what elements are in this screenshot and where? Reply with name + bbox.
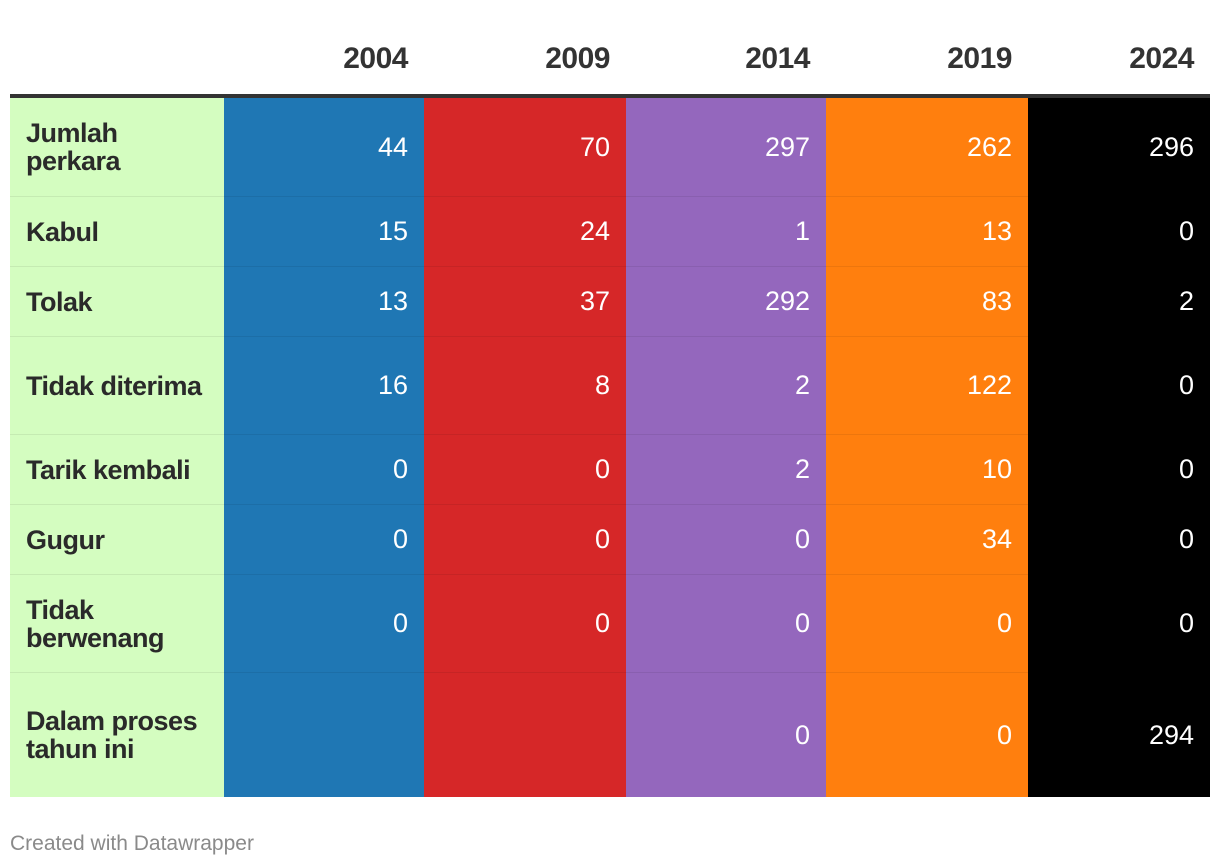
row-label-kabul: Kabul [10,196,224,266]
table-row: Gugur 0 0 0 34 0 [10,504,1210,574]
row-label-dalam-proses-tahun-ini: Dalam proses tahun ini [10,672,224,797]
value-cell-2024: 0 [1028,336,1210,434]
value-cell-2014: 297 [626,98,826,196]
value-cell-2014: 1 [626,196,826,266]
table-row: Dalam proses tahun ini 0 0 294 [10,672,1210,797]
value-cell-2024: 2 [1028,266,1210,336]
header-year-2004: 2004 [343,42,408,75]
value-cell-2019: 13 [826,196,1028,266]
value-cell-2004: 15 [224,196,424,266]
value-cell-2024: 0 [1028,574,1210,672]
value-cell-2009: 0 [424,504,626,574]
data-table: 2004 2009 2014 2019 2024 Jumlah perkara 4… [10,0,1210,797]
value-cell-2014: 0 [626,574,826,672]
value-cell-2004: 0 [224,504,424,574]
value-cell-2009: 24 [424,196,626,266]
value-cell-2004: 44 [224,98,424,196]
header-year-2019: 2019 [947,42,1012,75]
value-cell-2009: 8 [424,336,626,434]
value-cell-2009: 37 [424,266,626,336]
value-cell-2019: 34 [826,504,1028,574]
value-cell-2019: 262 [826,98,1028,196]
header-empty-cell [10,0,224,94]
value-cell-2024: 0 [1028,504,1210,574]
table-row: Tidak berwenang 0 0 0 0 0 [10,574,1210,672]
table-header-row: 2004 2009 2014 2019 2024 [10,0,1210,98]
row-label-tarik-kembali: Tarik kembali [10,434,224,504]
value-cell-2014: 2 [626,336,826,434]
row-label-tolak: Tolak [10,266,224,336]
value-cell-2004: 0 [224,574,424,672]
header-year-2014: 2014 [745,42,810,75]
value-cell-2019: 83 [826,266,1028,336]
table-body: Jumlah perkara 44 70 297 262 296 Kabul 15 24 1 13 0… [10,98,1210,797]
value-cell-2004 [224,672,424,797]
value-cell-2004: 0 [224,434,424,504]
table-row: Tolak 13 37 292 83 2 [10,266,1210,336]
header-year-2024: 2024 [1129,42,1194,75]
table-row: Jumlah perkara 44 70 297 262 296 [10,98,1210,196]
table-row: Tarik kembali 0 0 2 10 0 [10,434,1210,504]
value-cell-2009: 0 [424,434,626,504]
value-cell-2014: 0 [626,672,826,797]
value-cell-2019: 10 [826,434,1028,504]
value-cell-2024: 294 [1028,672,1210,797]
value-cell-2024: 296 [1028,98,1210,196]
value-cell-2009 [424,672,626,797]
row-label-tidak-diterima: Tidak diterima [10,336,224,434]
value-cell-2024: 0 [1028,434,1210,504]
value-cell-2004: 16 [224,336,424,434]
row-label-jumlah-perkara: Jumlah perkara [10,98,224,196]
value-cell-2014: 2 [626,434,826,504]
value-cell-2009: 0 [424,574,626,672]
row-label-gugur: Gugur [10,504,224,574]
value-cell-2024: 0 [1028,196,1210,266]
value-cell-2014: 0 [626,504,826,574]
value-cell-2019: 0 [826,672,1028,797]
value-cell-2004: 13 [224,266,424,336]
value-cell-2009: 70 [424,98,626,196]
value-cell-2014: 292 [626,266,826,336]
row-label-tidak-berwenang: Tidak berwenang [10,574,224,672]
header-year-2009: 2009 [545,42,610,75]
table-row: Kabul 15 24 1 13 0 [10,196,1210,266]
value-cell-2019: 0 [826,574,1028,672]
datawrapper-credit: Created with Datawrapper [10,832,254,855]
table-row: Tidak diterima 16 8 2 122 0 [10,336,1210,434]
value-cell-2019: 122 [826,336,1028,434]
